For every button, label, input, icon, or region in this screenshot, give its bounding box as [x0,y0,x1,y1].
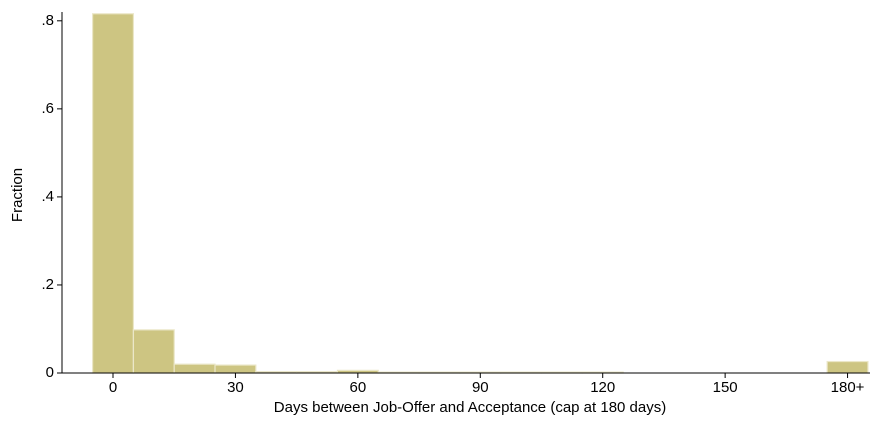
bar [826,360,869,374]
x-tick-label: 60 [350,379,367,396]
x-tick-label: 180+ [831,379,865,396]
y-tick-label: .8 [41,12,54,29]
x-tick-label: 90 [472,379,489,396]
x-tick-label: 120 [590,379,615,396]
bar [214,364,257,374]
bar [92,13,135,374]
y-tick-label: 0 [46,364,54,381]
x-tick-label: 0 [109,379,117,396]
bar [132,329,175,374]
bar [173,363,216,374]
x-tick-label: 30 [227,379,244,396]
y-tick-label: .2 [41,276,54,293]
y-tick-label: .4 [41,188,54,205]
x-tick-label: 150 [713,379,738,396]
x-axis-label: Days between Job-Offer and Acceptance (c… [274,399,666,416]
y-tick-label: .6 [41,100,54,117]
y-axis-label: Fraction [9,168,26,222]
